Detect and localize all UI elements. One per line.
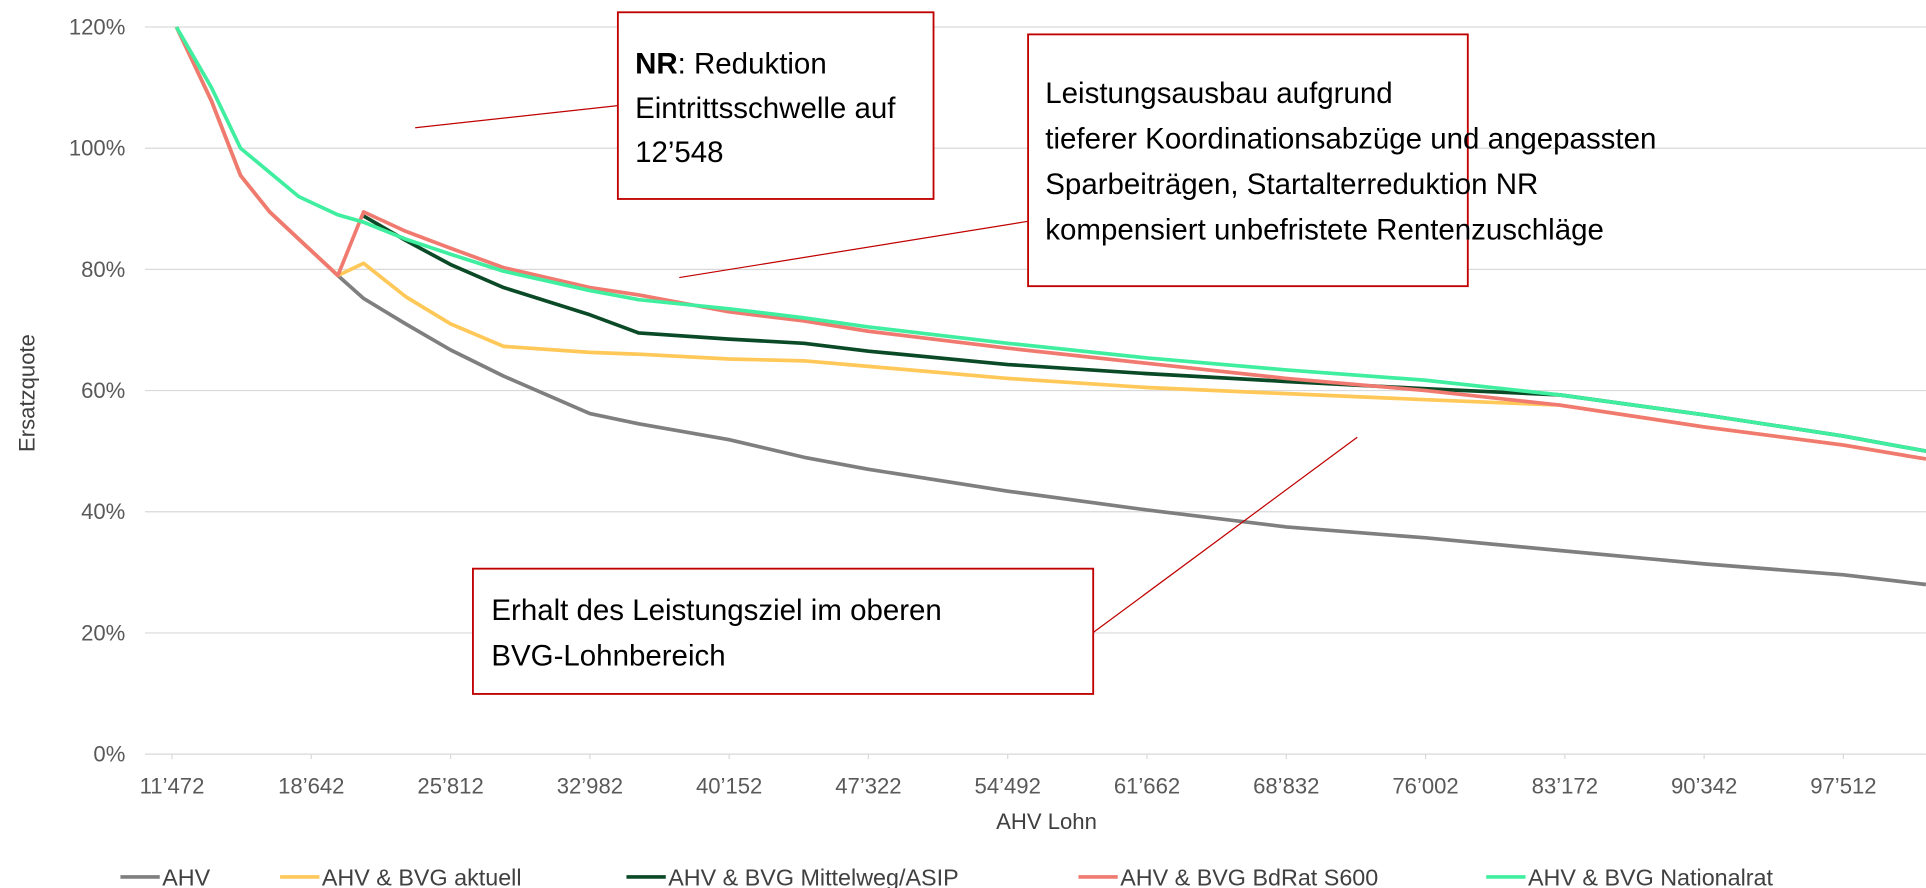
annotation-text: 12’548: [635, 136, 723, 169]
annotation-line: Sparbeiträgen, Startalterreduktion NR: [1045, 168, 1538, 201]
annotation-text: NR: Reduktion: [635, 48, 827, 81]
annotation-text: tieferer Koordinationsabzüge und angepas…: [1045, 123, 1656, 156]
y-tick-label: 60%: [81, 378, 125, 403]
legend-label: AHV & BVG aktuell: [322, 865, 522, 888]
y-tick-label: 100%: [69, 136, 126, 161]
legend: AHV AHV & BVG aktuell AHV & BVG Mittelweg/…: [120, 865, 1774, 888]
annotation-line: tieferer Koordinationsabzüge und angepas…: [1045, 123, 1656, 156]
connector: [415, 105, 618, 129]
series-line: [174, 26, 1926, 461]
x-tick-label: 61’662: [1114, 773, 1180, 798]
legend-label: AHV & BVG BdRat S600: [1120, 865, 1378, 888]
x-axis-label: AHV Lohn: [996, 809, 1097, 834]
annotation-text: Leistungsausbau aufgrund: [1045, 77, 1392, 110]
legend-label: AHV & BVG Mittelweg/ASIP: [668, 865, 958, 888]
x-tick-label: 11’472: [140, 773, 205, 798]
connector: [1092, 436, 1358, 634]
annotation-box: [1027, 33, 1469, 288]
plot-lines: [174, 26, 1926, 587]
series-line: [174, 26, 1926, 453]
connector: [679, 220, 1030, 279]
annotation-box: [472, 567, 1095, 695]
annotation-line: : Reduktion: [678, 48, 827, 81]
x-tick-label: 18’642: [278, 773, 344, 798]
annotation-text: Erhalt des Leistungsziel im oberen: [491, 594, 941, 627]
annotation-line: Eintrittsschwelle auf: [635, 92, 896, 125]
annotation-line: BVG-Lohnbereich: [491, 640, 725, 673]
grid: 0% 20% 40% 60% 80% 100% 120% 11’472 18’642 25’812…: [69, 14, 1926, 798]
x-tick-label: 97’512: [1810, 773, 1876, 798]
annotation-text: Sparbeiträgen, Startalterreduktion NR: [1045, 168, 1538, 201]
annotation-box: [616, 11, 935, 200]
x-tick-label: 54’492: [975, 773, 1041, 798]
x-tick-label: 76’002: [1392, 773, 1458, 798]
x-tick-label: 47’322: [835, 773, 901, 798]
y-tick-label: 0%: [93, 741, 125, 766]
y-tick-label: 80%: [81, 257, 125, 282]
annotations: NR: Reduktion Eintrittsschwelle auf 12’548…: [491, 48, 1656, 673]
x-tick-label: 90’342: [1671, 773, 1737, 798]
y-tick-label: 40%: [81, 499, 125, 524]
annotation-line: 12’548: [635, 136, 723, 169]
x-tick-label: 40’152: [696, 773, 762, 798]
annotation-line: kompensiert unbefristete Rentenzuschläge: [1045, 214, 1604, 247]
annotation-line: Erhalt des Leistungsziel im oberen: [491, 594, 941, 627]
y-tick-label: 120%: [69, 14, 126, 39]
y-tick-label: 20%: [81, 620, 125, 645]
legend-label: AHV: [162, 865, 210, 888]
x-tick-label: 83’172: [1532, 773, 1598, 798]
annotation-line: Leistungsausbau aufgrund: [1045, 77, 1392, 110]
annotation-text: kompensiert unbefristete Rentenzuschläge: [1045, 214, 1604, 247]
x-tick-label: 68’832: [1253, 773, 1319, 798]
annotation-text: Eintrittsschwelle auf: [635, 92, 896, 125]
x-tick-label: 32’982: [557, 773, 623, 798]
annotation-text: BVG-Lohnbereich: [491, 640, 725, 673]
legend-label: AHV & BVG Nationalrat: [1528, 865, 1774, 888]
y-axis-label: Ersatzquote: [14, 334, 39, 452]
x-tick-label: 25’812: [417, 773, 483, 798]
annotation-lead: NR: [635, 48, 678, 81]
